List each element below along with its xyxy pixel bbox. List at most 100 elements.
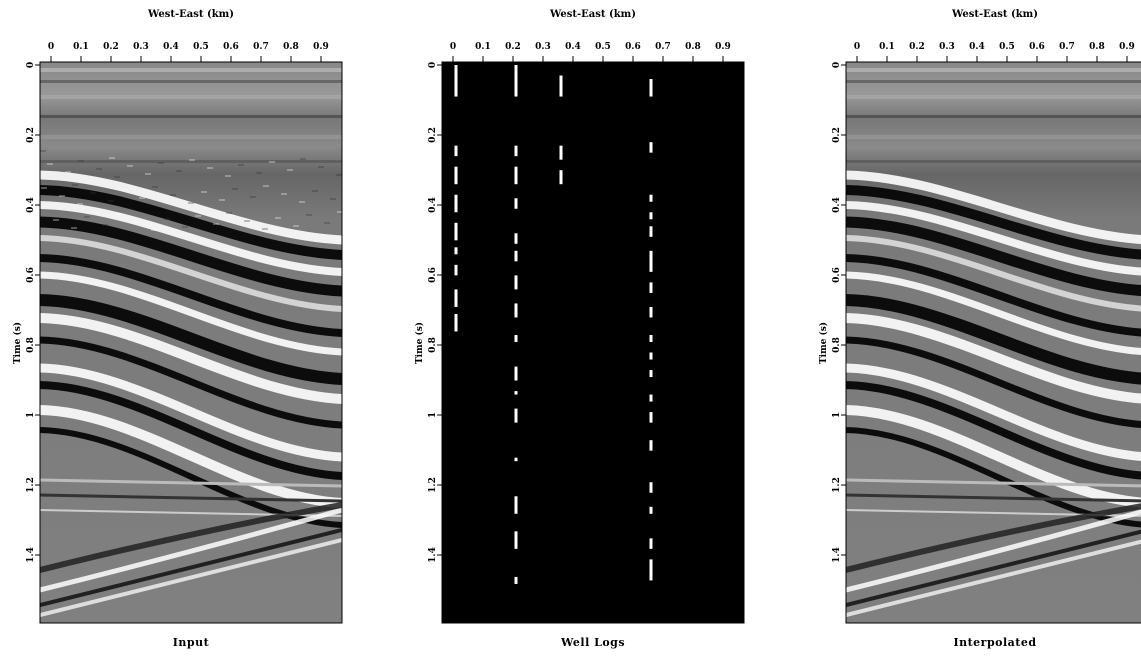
y-tick-label: 1.4	[26, 547, 36, 563]
x-axis-title: West-East (km)	[951, 9, 1038, 20]
well-log-segment	[514, 250, 518, 262]
well-log-segment	[649, 212, 653, 220]
y-tick-label: 0	[26, 62, 36, 68]
plot-frame	[39, 61, 343, 624]
y-tick-label: 1.4	[832, 547, 842, 563]
well-log-segment	[649, 506, 653, 514]
x-tick-label: 0.2	[505, 42, 521, 52]
y-tick-label: 0.6	[26, 267, 36, 283]
seismic-image-interpolated	[846, 62, 1141, 623]
y-tick-label: 0.8	[428, 337, 438, 353]
well-log-segment	[514, 166, 518, 185]
x-tick-label: 0.2	[909, 42, 925, 52]
x-axis-title: West-East (km)	[549, 9, 636, 20]
x-tick-label: 0.3	[133, 42, 149, 52]
well-log-segment	[649, 79, 653, 97]
well-log-segment	[649, 559, 653, 581]
y-axis-title: Time (s)	[12, 322, 23, 364]
y-tick-label: 0.2	[26, 127, 36, 143]
x-tick-labels: 0 0.1 0.2 0.3 0.4 0.5 0.6 0.7 0.8 0.9	[48, 42, 329, 62]
y-tick-label: 1.2	[26, 477, 36, 493]
y-tick-label: 0.2	[832, 127, 842, 143]
y-tick-labels: 0 0.2 0.4 0.6 0.8 1 1.2 1.4	[26, 62, 40, 563]
y-tick-label: 0.4	[26, 197, 36, 213]
x-axis-title: West-East (km)	[147, 9, 234, 20]
y-tick-label: 1.2	[428, 477, 438, 493]
well-log-segment	[649, 250, 653, 272]
y-tick-label: 0.8	[26, 337, 36, 353]
y-tick-label: 0.2	[428, 127, 438, 143]
well-log-segment	[649, 370, 653, 378]
well-log-segment	[649, 306, 653, 318]
y-tick-label: 0.4	[428, 197, 438, 213]
y-tick-label: 1	[832, 412, 842, 418]
well-log-segment	[559, 145, 563, 160]
well-log-segment	[649, 440, 653, 451]
well-log-segment	[649, 334, 653, 342]
x-tick-label: 0.6	[223, 42, 239, 52]
well-log-segment	[514, 531, 518, 549]
x-tick-label: 0.1	[475, 42, 491, 52]
x-tick-label: 0.3	[939, 42, 955, 52]
x-tick-label: 0.6	[625, 42, 641, 52]
well-log-segment	[649, 282, 653, 293]
well-log-segment	[454, 313, 458, 332]
well-log-segment	[454, 65, 458, 97]
x-tick-label: 0.5	[193, 42, 209, 52]
x-tick-label: 0	[854, 42, 860, 52]
well-log-segment	[454, 264, 458, 276]
y-tick-label: 1	[428, 412, 438, 418]
y-tick-labels: 0 0.2 0.4 0.6 0.8 1 1.2 1.4	[832, 62, 846, 563]
x-tick-label: 0.4	[163, 42, 179, 52]
y-axis-title: Time (s)	[414, 322, 425, 364]
x-tick-label: 0.3	[535, 42, 551, 52]
well-log-segment	[514, 303, 518, 318]
x-tick-label: 0.9	[715, 42, 731, 52]
panel-caption: Interpolated	[953, 636, 1036, 649]
well-log-segment	[514, 198, 518, 209]
x-tick-label: 0.9	[313, 42, 329, 52]
well-log-segment	[454, 166, 458, 185]
x-tick-label: 0.7	[1059, 42, 1075, 52]
y-tick-label: 0.6	[832, 267, 842, 283]
well-log-segment	[649, 352, 653, 360]
well-log-segment	[514, 408, 518, 423]
well-log-segment	[514, 145, 518, 157]
plot-frame	[441, 61, 745, 624]
x-tick-label: 0	[450, 42, 456, 52]
x-tick-label: 0.5	[595, 42, 611, 52]
well-log-segment	[454, 222, 458, 241]
x-tick-label: 0.9	[1119, 42, 1135, 52]
x-tick-labels: 0 0.1 0.2 0.3 0.4 0.5 0.6 0.7 0.8 0.9	[854, 42, 1135, 62]
well-log-segment	[514, 275, 518, 290]
x-tick-label: 0.7	[655, 42, 671, 52]
well-log-segment	[514, 391, 518, 395]
well-log-segment	[649, 226, 653, 237]
plot-frame	[845, 61, 1141, 624]
well-log-segment	[514, 457, 518, 462]
x-tick-label: 0.4	[565, 42, 581, 52]
well-log-segment	[454, 194, 458, 213]
y-tick-label: 0	[428, 62, 438, 68]
x-tick-label: 0	[48, 42, 54, 52]
well-log-segment	[649, 482, 653, 493]
x-tick-label: 0.1	[879, 42, 895, 52]
panel-caption: Well Logs	[560, 636, 625, 649]
well-log-segment	[649, 194, 653, 202]
well-log-segment	[649, 538, 653, 549]
y-tick-label: 1.2	[832, 477, 842, 493]
x-tick-label: 0.8	[283, 42, 299, 52]
y-tick-labels: 0 0.2 0.4 0.6 0.8 1 1.2 1.4	[428, 62, 442, 563]
y-tick-label: 1	[26, 412, 36, 418]
panel-well-logs: West-East (km) 0 0.1 0.2 0.3 0.4 0.5 0.6 0.7 0.8…	[414, 9, 745, 649]
y-tick-label: 0.8	[832, 337, 842, 353]
well-log-segment	[514, 233, 518, 244]
well-log-segment	[454, 145, 458, 157]
well-log-segment	[514, 576, 518, 584]
x-tick-label: 0.4	[969, 42, 985, 52]
y-tick-label: 1.4	[428, 547, 438, 563]
well-log-segment	[649, 394, 653, 402]
panel-interpolated: West-East (km) 0 0.1 0.2 0.3 0.4 0.5 0.6 0.7 0.8…	[818, 9, 1141, 649]
well-log-segment	[649, 412, 653, 423]
